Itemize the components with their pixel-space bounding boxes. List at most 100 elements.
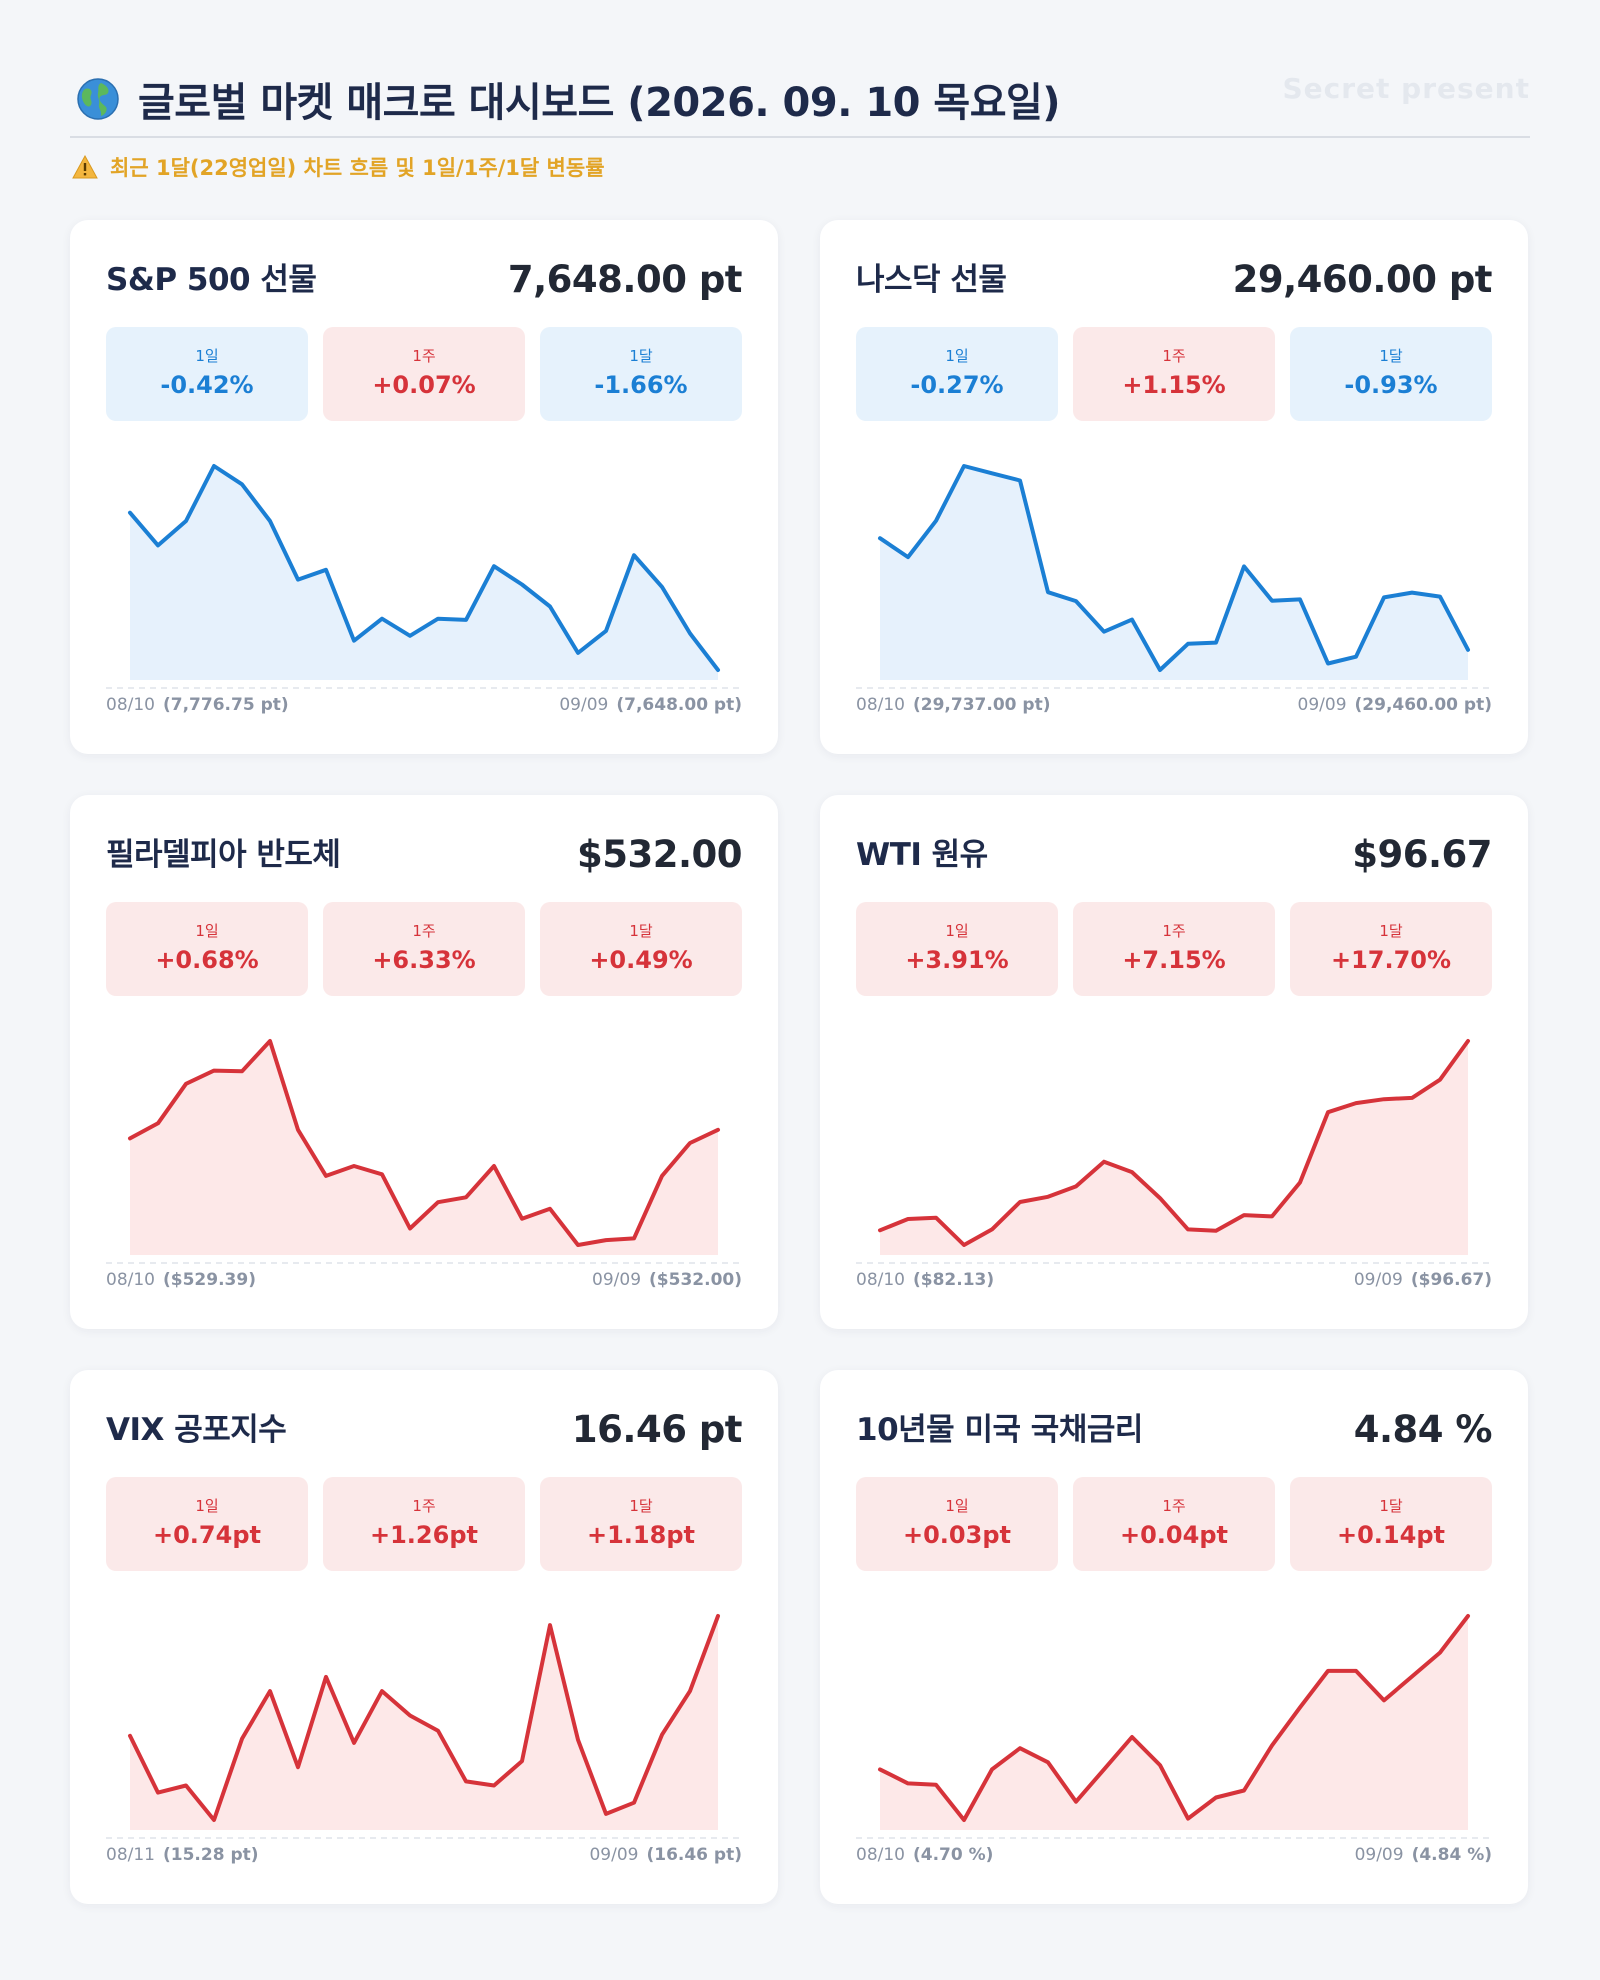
change-value: -0.93%	[1344, 371, 1438, 399]
sparkline-chart	[106, 1614, 742, 1839]
change-value: +6.33%	[372, 946, 476, 974]
change-row: 1일 -0.27% 1주 +1.15% 1달 -0.93%	[856, 327, 1492, 421]
change-value: -0.27%	[910, 371, 1004, 399]
card-title: S&P 500 선물	[106, 262, 317, 298]
area-fill	[130, 1616, 718, 1830]
change-box-1w: 1주 +1.26pt	[323, 1477, 525, 1571]
price-line	[128, 1614, 720, 1822]
change-period-label: 1일	[945, 1497, 969, 1515]
start-date: 08/11	[106, 1845, 155, 1865]
start-point: 08/10 ($529.39)	[106, 1270, 256, 1290]
chart-footer: 08/10 (29,737.00 pt) 09/09 (29,460.00 pt)	[856, 695, 1492, 719]
change-value: +0.04pt	[1120, 1521, 1228, 1549]
card-title: 필라델피아 반도체	[106, 837, 341, 873]
start-point: 08/10 (4.70 %)	[856, 1845, 993, 1865]
change-box-1w: 1주 +6.33%	[323, 902, 525, 996]
change-row: 1일 +0.74pt 1주 +1.26pt 1달 +1.18pt	[106, 1477, 742, 1571]
start-point: 08/10 ($82.13)	[856, 1270, 994, 1290]
area-fill	[880, 466, 1468, 680]
change-value: +0.14pt	[1337, 1521, 1445, 1549]
end-point: 09/09 (4.84 %)	[1355, 1845, 1492, 1865]
end-point: 09/09 ($96.67)	[1354, 1270, 1492, 1290]
change-period-label: 1주	[1162, 347, 1186, 365]
change-box-1d: 1일 -0.42%	[106, 327, 308, 421]
change-value: +0.07%	[372, 371, 476, 399]
current-price: 7,648.00 pt	[507, 258, 743, 301]
current-price: 16.46 pt	[571, 1408, 743, 1451]
end-point: 09/09 (7,648.00 pt)	[559, 695, 742, 715]
change-box-1m: 1달 -1.66%	[540, 327, 742, 421]
page-title: 글로벌 마켓 매크로 대시보드 (2026. 09. 10 목요일)	[138, 80, 1061, 126]
change-row: 1일 +3.91% 1주 +7.15% 1달 +17.70%	[856, 902, 1492, 996]
end-date: 09/09	[1353, 1270, 1403, 1290]
end-date: 09/09	[559, 695, 609, 715]
area-fill	[130, 466, 718, 680]
change-value: +0.03pt	[903, 1521, 1011, 1549]
end-point: 09/09 (29,460.00 pt)	[1298, 695, 1492, 715]
change-value: -1.66%	[594, 371, 688, 399]
change-value: +1.26pt	[370, 1521, 478, 1549]
change-box-1m: 1달 +17.70%	[1290, 902, 1492, 996]
sparkline-chart	[106, 1039, 742, 1264]
current-price: $532.00	[576, 833, 743, 876]
area-fill	[130, 1041, 718, 1255]
end-date: 09/09	[1354, 1845, 1404, 1865]
area-fill	[880, 1041, 1468, 1255]
dashboard-header: 글로벌 마켓 매크로 대시보드 (2026. 09. 10 목요일) Secre…	[70, 58, 1530, 138]
change-period-label: 1달	[1379, 347, 1403, 365]
change-period-label: 1일	[945, 347, 969, 365]
price-line	[878, 464, 1470, 672]
change-period-label: 1주	[412, 347, 436, 365]
start-point: 08/10 (7,776.75 pt)	[106, 695, 289, 715]
title-wrap: 글로벌 마켓 매크로 대시보드 (2026. 09. 10 목요일)	[76, 70, 1061, 128]
current-price: 29,460.00 pt	[1232, 258, 1493, 301]
change-box-1d: 1일 +0.68%	[106, 902, 308, 996]
globe-icon	[77, 78, 119, 120]
end-value: ($532.00)	[649, 1270, 742, 1290]
sparkline-chart	[856, 464, 1492, 689]
start-value: (15.28 pt)	[163, 1845, 259, 1865]
change-value: -0.42%	[160, 371, 254, 399]
change-value: +7.15%	[1122, 946, 1226, 974]
change-period-label: 1달	[629, 1497, 653, 1515]
change-box-1m: 1달 -0.93%	[1290, 327, 1492, 421]
start-date: 08/10	[106, 695, 155, 715]
change-box-1w: 1주 +0.04pt	[1073, 1477, 1275, 1571]
card-vix: VIX 공포지수 16.46 pt 1일 +0.74pt 1주 +1.26pt 1달 +1.1…	[70, 1370, 778, 1904]
start-date: 08/10	[856, 695, 905, 715]
warning-icon	[72, 155, 98, 179]
card-title: WTI 원유	[856, 837, 988, 873]
price-line	[128, 464, 720, 672]
change-box-1w: 1주 +1.15%	[1073, 327, 1275, 421]
sparkline-chart	[856, 1614, 1492, 1839]
change-period-label: 1주	[1162, 922, 1186, 940]
chart-footer: 08/10 ($529.39) 09/09 ($532.00)	[106, 1270, 742, 1294]
change-period-label: 1주	[412, 922, 436, 940]
price-line	[878, 1614, 1470, 1822]
card-sox: 필라델피아 반도체 $532.00 1일 +0.68% 1주 +6.33% 1달 +0.49%…	[70, 795, 778, 1329]
change-value: +0.49%	[589, 946, 693, 974]
change-box-1m: 1달 +1.18pt	[540, 1477, 742, 1571]
change-value: +0.68%	[155, 946, 259, 974]
change-box-1w: 1주 +0.07%	[323, 327, 525, 421]
change-value: +1.18pt	[587, 1521, 695, 1549]
start-date: 08/10	[106, 1270, 155, 1290]
notice-banner: 최근 1달(22영업일) 차트 흐름 및 1일/1주/1달 변동률	[72, 152, 605, 182]
sparkline-chart	[106, 464, 742, 689]
change-period-label: 1주	[1162, 1497, 1186, 1515]
start-date: 08/10	[856, 1270, 905, 1290]
change-value: +1.15%	[1122, 371, 1226, 399]
watermark: Secret present	[1282, 72, 1530, 105]
change-period-label: 1달	[629, 347, 653, 365]
end-value: ($96.67)	[1410, 1270, 1492, 1290]
end-date: 09/09	[1297, 695, 1347, 715]
change-period-label: 1일	[945, 922, 969, 940]
change-period-label: 1달	[1379, 1497, 1403, 1515]
change-period-label: 1달	[629, 922, 653, 940]
chart-footer: 08/10 ($82.13) 09/09 ($96.67)	[856, 1270, 1492, 1294]
start-point: 08/10 (29,737.00 pt)	[856, 695, 1050, 715]
price-line	[878, 1039, 1470, 1247]
change-period-label: 1일	[195, 347, 219, 365]
current-price: 4.84 %	[1353, 1408, 1493, 1451]
end-value: (16.46 pt)	[646, 1845, 742, 1865]
